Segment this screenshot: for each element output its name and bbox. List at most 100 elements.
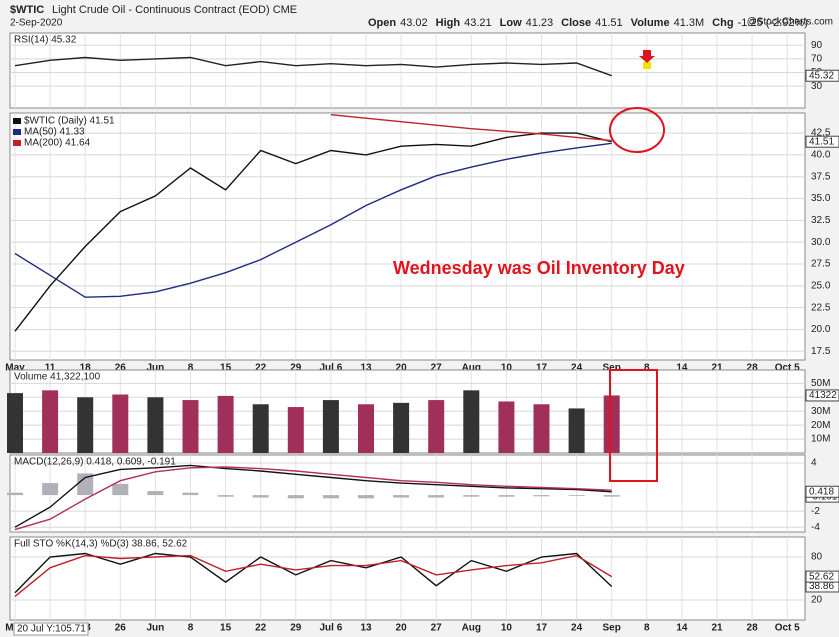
quote-label: Close — [561, 17, 591, 29]
panel-title: MACD(12,26,9) 0.418, 0.609, -0.191 — [14, 457, 176, 468]
bar — [393, 402, 410, 453]
bar — [112, 483, 129, 496]
y-tick-label: 25.0 — [811, 280, 831, 291]
y-tick-label: 37.5 — [811, 171, 831, 182]
x-tick-label: 15 — [220, 363, 232, 374]
bar — [393, 495, 410, 498]
bar — [322, 400, 339, 453]
x-tick-label: May — [5, 363, 25, 374]
bar — [7, 492, 23, 496]
tooltip-box — [13, 622, 89, 636]
bar — [533, 495, 550, 497]
bar — [287, 495, 304, 499]
legend-swatch — [13, 118, 21, 124]
y-tick-label: 50M — [811, 378, 830, 389]
y-tick-label: -4 — [811, 522, 820, 533]
x-tick-label: 29 — [290, 363, 302, 374]
x-tick-label: 20 — [396, 363, 408, 374]
quote: Open 43.02 High 43.21 Low 41.23 Close 41.51 Volu… — [368, 17, 808, 29]
value-tag: 38.86 — [809, 581, 834, 592]
bar — [498, 401, 515, 453]
bar — [182, 400, 199, 453]
y-tick-label: 30.0 — [811, 237, 831, 248]
x-tick-label: 27 — [431, 363, 443, 374]
y-tick-label: 20M — [811, 420, 830, 431]
x-tick-label: 8 — [188, 363, 194, 374]
bar — [112, 394, 129, 453]
x-tick-label: 29 — [290, 623, 302, 634]
bar — [182, 492, 199, 496]
instrument-name: Light Crude Oil - Continuous Contract (E… — [52, 4, 297, 16]
y-tick-label: 20.0 — [811, 324, 831, 335]
x-tick-label: 15 — [220, 623, 232, 634]
quote-value: 41.3M — [674, 17, 705, 29]
quote-value: 41.51 — [595, 17, 623, 29]
panel-title: RSI(14) 45.32 — [14, 35, 77, 46]
x-tick-label: 17 — [536, 363, 548, 374]
x-tick-label: 10 — [501, 363, 513, 374]
y-tick-label: 30M — [811, 406, 830, 417]
bar — [498, 495, 515, 497]
y-tick-label: 27.5 — [811, 259, 831, 270]
value-tag: 45.32 — [809, 70, 834, 81]
x-tick-label: 14 — [676, 623, 688, 634]
y-tick-label: 4 — [811, 458, 817, 469]
panel — [9, 112, 806, 361]
highlight-box — [609, 369, 658, 482]
bar — [77, 473, 94, 496]
x-tick-label: 24 — [571, 623, 583, 634]
value-tag-box — [805, 69, 839, 82]
x-tick-label: 28 — [747, 623, 759, 634]
x-tick-label: 27 — [431, 623, 443, 634]
bar — [77, 397, 94, 453]
bar — [42, 483, 59, 496]
bar — [252, 404, 269, 453]
y-tick-label: 40.0 — [811, 150, 831, 161]
event-arrow — [639, 50, 655, 63]
x-tick-label: 13 — [360, 363, 372, 374]
highlight-circle — [609, 107, 665, 153]
bar — [568, 495, 585, 496]
x-tick-label: Aug — [462, 623, 481, 634]
x-tick-label: 21 — [711, 623, 723, 634]
bar — [428, 400, 445, 453]
x-tick-label: Sep — [603, 623, 621, 634]
bar — [42, 390, 59, 453]
x-tick-label: 26 — [115, 623, 127, 634]
value-tag-box — [805, 135, 839, 148]
bar — [463, 495, 480, 497]
x-tick-label: 8 — [188, 623, 194, 634]
quote-label: Low — [500, 17, 522, 29]
series-line — [14, 132, 612, 332]
x-tick-label: 10 — [501, 623, 513, 634]
x-tick-label: 22 — [255, 363, 267, 374]
x-tick-label: Jun — [147, 623, 165, 634]
value-tag: 0.418 — [809, 486, 834, 497]
bar — [358, 495, 374, 499]
y-tick-label: 70 — [811, 54, 823, 65]
tooltip: 20 Jul Y:105.71 — [17, 624, 86, 635]
y-tick-label: 22.5 — [811, 302, 831, 313]
legend-label: MA(200) 41.64 — [24, 138, 91, 149]
y-tick-label: 30 — [811, 81, 823, 92]
bar — [7, 393, 23, 453]
legend-swatch — [13, 140, 21, 146]
y-tick-label: 10M — [811, 434, 830, 445]
bar — [533, 404, 550, 453]
x-tick-label: 11 — [45, 363, 56, 374]
bar — [358, 404, 374, 453]
x-tick-label: Jun — [147, 363, 165, 374]
y-tick-label: 32.5 — [811, 215, 831, 226]
bar — [217, 495, 234, 497]
y-tick-label: 42.5 — [811, 128, 831, 139]
quote-label: Volume — [631, 17, 670, 29]
panel-title: Volume 41,322,100 — [14, 372, 101, 383]
series-line — [14, 464, 612, 528]
bar — [147, 491, 164, 496]
event-marker — [643, 62, 651, 69]
legend-label: $WTIC (Daily) 41.51 — [24, 116, 115, 127]
bar — [217, 395, 234, 453]
